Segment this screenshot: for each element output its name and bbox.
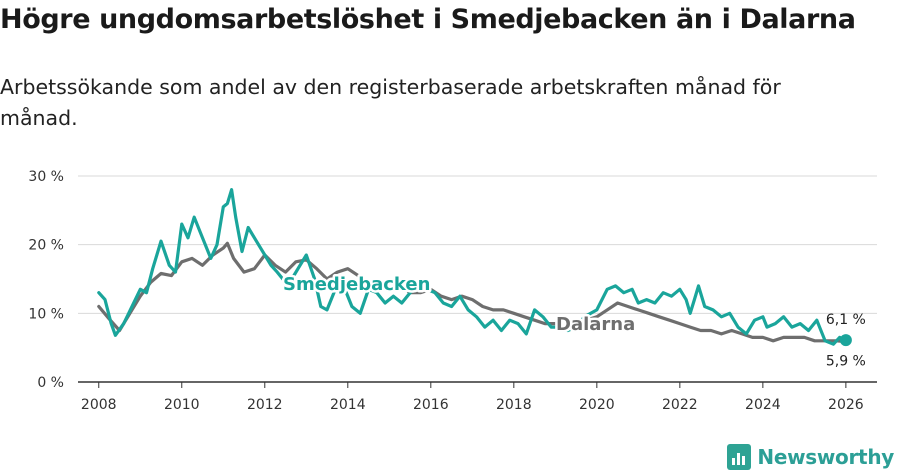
series-label-dalarna-halo: Dalarna bbox=[556, 314, 635, 335]
line-chart: 0 % 10 % 20 % 30 % 2008 2010 2012 2014 2016 2018 2… bbox=[28, 169, 877, 413]
chart-title: Högre ungdomsarbetslöshet i Smedjebacken… bbox=[0, 4, 856, 35]
series-label-smedjebacken-halo: Smedjebacken bbox=[283, 274, 430, 295]
x-tick-label: 2026 bbox=[828, 397, 864, 413]
x-tick-label: 2008 bbox=[81, 397, 117, 413]
x-tick-label: 2020 bbox=[579, 397, 615, 413]
chart-subtitle: Arbetssökande som andel av den registerb… bbox=[0, 75, 781, 130]
end-value-dalarna: 5,9 % bbox=[826, 353, 866, 369]
y-tick-label: 10 % bbox=[28, 306, 64, 322]
x-tick-label: 2010 bbox=[164, 397, 200, 413]
x-tick-label: 2014 bbox=[330, 397, 366, 413]
newsworthy-logo-icon bbox=[727, 444, 752, 470]
x-tick-label: 2024 bbox=[745, 397, 781, 413]
brand-logo: Newsworthy bbox=[727, 444, 894, 470]
series-label-smedjebacken: Smedjebacken bbox=[283, 274, 430, 295]
x-tick-label: 2022 bbox=[662, 397, 698, 413]
series-line-dalarna bbox=[97, 241, 848, 344]
y-tick-label: 30 % bbox=[28, 169, 64, 185]
brand-name: Newsworthy bbox=[757, 445, 894, 469]
series-label-dalarna: Dalarna bbox=[556, 314, 635, 335]
line-layer bbox=[97, 188, 852, 347]
grid-layer: 0 % 10 % 20 % 30 % 2008 2010 2012 2014 2016 2018 2… bbox=[28, 169, 877, 413]
end-value-smedjebacken: 6,1 % bbox=[826, 312, 866, 328]
x-tick-label: 2018 bbox=[496, 397, 532, 413]
x-tick-label: 2012 bbox=[247, 397, 283, 413]
series-line-smedjebacken bbox=[97, 188, 848, 346]
y-tick-label: 0 % bbox=[37, 375, 64, 391]
x-tick-label: 2016 bbox=[413, 397, 449, 413]
y-tick-label: 20 % bbox=[28, 238, 64, 254]
end-point-smedjebacken bbox=[839, 334, 852, 347]
